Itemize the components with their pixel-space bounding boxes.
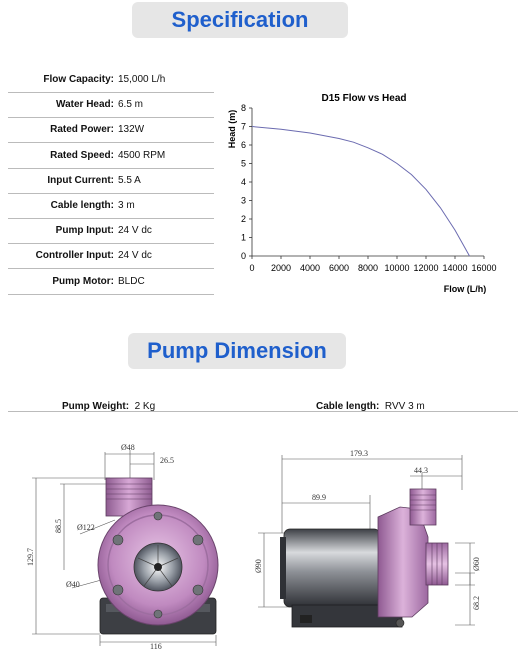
dimension-divider [8, 411, 518, 412]
chart-x-tick-label: 2000 [271, 263, 291, 273]
cable-length-label: Cable length: [316, 401, 380, 412]
pump-side-view-drawing: 179.3 44.3 89.9 Ø90 Ø60 68.2 [254, 449, 481, 628]
spec-value: 24 V dc [118, 225, 152, 237]
spec-label: Pump Input: [55, 225, 114, 237]
side-inlet-diameter: Ø60 [472, 557, 481, 571]
spec-label: Flow Capacity: [43, 74, 114, 85]
chart-x-tick-label: 16000 [471, 263, 496, 273]
spec-value: 15,000 L/h [118, 74, 166, 85]
spec-row: Cable length: 3 m [8, 193, 214, 219]
pump-dimension-title: Pump Dimension [128, 333, 346, 369]
spec-value: 24 V dc [118, 250, 152, 262]
spec-value: 4500 RPM [118, 149, 166, 161]
cable-length-value: RVV 3 m [384, 401, 425, 412]
front-outlet-offset: 26.5 [160, 456, 174, 465]
pump-weight: Pump Weight: 2 Kg [62, 401, 155, 412]
side-base-height: 68.2 [472, 596, 481, 610]
side-motor-diameter: Ø90 [254, 559, 263, 573]
chart-series-line [251, 126, 470, 257]
pump-weight-label: Pump Weight: [62, 401, 130, 412]
side-total-length: 179.3 [350, 449, 368, 458]
chart-y-tick-label: 6 [241, 140, 246, 150]
spec-row: Rated Power: 132W [8, 117, 214, 144]
spec-value: 3 m [118, 200, 135, 211]
front-body-diameter: Ø122 [77, 523, 95, 532]
side-motor-length: 89.9 [312, 493, 326, 502]
front-height-to-outlet: 88.5 [54, 519, 63, 533]
chart-y-axis-label: Head (m) [227, 110, 237, 149]
side-outlet-offset: 44.3 [414, 466, 428, 475]
spec-value: 6.5 m [118, 99, 144, 111]
specification-title: Specification [132, 2, 348, 38]
spec-row: Pump Input: 24 V dc [8, 218, 214, 245]
chart-y-ticks: 0 1 2 3 4 5 6 7 8 [241, 103, 252, 261]
chart-x-tick-label: 4000 [300, 263, 320, 273]
chart-y-tick-label: 8 [241, 103, 246, 113]
spec-label: Input Current: [47, 174, 114, 186]
spec-label: Controller Input: [35, 250, 114, 262]
chart-title: D15 Flow vs Head [321, 93, 406, 104]
chart-y-tick-label: 5 [241, 159, 246, 169]
flow-head-chart: D15 Flow vs Head Head (m) Flow (L/h) 012… [227, 93, 497, 294]
chart-x-tick-label: 6000 [329, 263, 349, 273]
spec-label: Water Head: [56, 99, 114, 111]
spec-label: Pump Motor: [52, 275, 114, 287]
chart-x-ticks: 0 2000 4000 6000 8000 10000 12000 14000 16000 [249, 256, 497, 273]
pump-weight-value: 2 Kg [134, 401, 156, 412]
spec-label: Cable length: [50, 200, 114, 211]
spec-row: Flow Capacity: 15,000 L/h [8, 67, 214, 93]
front-inlet-diameter: Ø40 [66, 580, 80, 589]
chart-x-tick-label: 0 [249, 263, 254, 273]
front-base-width: 116 [150, 642, 162, 651]
spec-row: Input Current: 5.5 A [8, 168, 214, 194]
chart-x-axis-label: Flow (L/h) [444, 284, 487, 294]
pump-front-view-drawing: Ø48 26.5 88.5 Ø122 Ø40 129.7 116 [26, 443, 219, 651]
spec-label: Rated Power: [50, 124, 114, 136]
chart-y-tick-label: 7 [241, 122, 246, 132]
front-outlet-diameter: Ø48 [121, 443, 135, 452]
spec-label: Rated Speed: [50, 149, 114, 161]
chart-x-tick-label: 12000 [413, 263, 438, 273]
chart-x-tick-label: 8000 [358, 263, 378, 273]
spec-row: Pump Motor: BLDC [8, 269, 214, 295]
spec-value: 5.5 A [118, 174, 141, 186]
cable-length: Cable length: RVV 3 m [316, 401, 425, 412]
chart-y-tick-label: 3 [241, 196, 246, 206]
spec-row: Rated Speed: 4500 RPM [8, 143, 214, 169]
spec-row: Controller Input: 24 V dc [8, 243, 214, 270]
chart-y-tick-label: 4 [241, 177, 246, 187]
spec-row: Water Head: 6.5 m [8, 92, 214, 119]
chart-x-tick-label: 10000 [384, 263, 409, 273]
spec-value: 132W [118, 124, 145, 136]
front-total-height: 129.7 [26, 548, 35, 566]
chart-y-tick-label: 1 [241, 233, 246, 243]
spec-value: BLDC [118, 275, 145, 287]
chart-x-tick-label: 14000 [442, 263, 467, 273]
chart-y-tick-label: 2 [241, 214, 246, 224]
chart-y-tick-label: 0 [241, 251, 246, 261]
